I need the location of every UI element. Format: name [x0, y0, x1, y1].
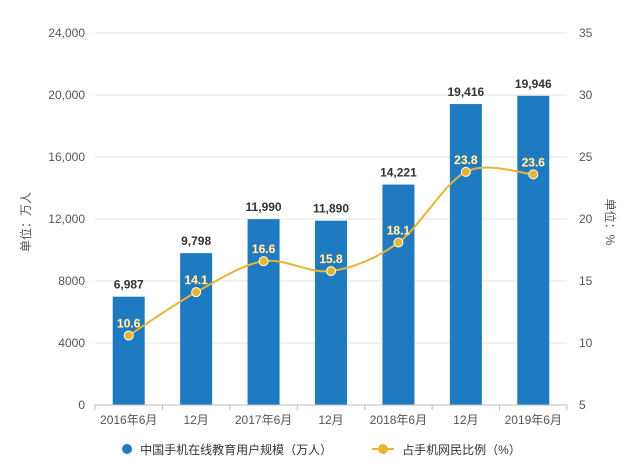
x-tick-label: 2017年6月 [235, 413, 292, 427]
line-value-label: 15.8 [319, 252, 343, 266]
data-labels: 6,987 9,798 11,990 11,890 14,221 19,416 19,946… [114, 77, 552, 331]
legend-swatch-bar [122, 444, 133, 454]
x-tick-label: 2016年6月 [100, 413, 157, 427]
y-left-tick-label: 16,000 [48, 150, 85, 164]
line-value-label: 14.1 [184, 273, 208, 287]
line-point [393, 237, 404, 248]
line-value-label: 10.6 [117, 317, 141, 331]
bar-value-label: 19,946 [515, 77, 552, 91]
x-tick-label: 12月 [453, 413, 478, 427]
bar [315, 220, 347, 405]
bar-value-label: 9,798 [181, 234, 211, 248]
bar-value-label: 14,221 [380, 166, 417, 180]
bar [517, 95, 550, 405]
x-tick-label: 2018年6月 [370, 413, 427, 427]
y-right-tick-label: 15 [579, 274, 593, 288]
line-series [123, 166, 539, 341]
line-point [460, 166, 471, 177]
y-axis-left-label: 单位：万人 [18, 192, 33, 252]
bar [449, 104, 482, 405]
bar-value-label: 19,416 [448, 85, 485, 99]
bar-value-label: 11,990 [246, 200, 282, 214]
y-left-tick-label: 4000 [58, 336, 85, 350]
line-point [258, 256, 269, 267]
legend-item-ratio[interactable]: 占手机网民比例（%） [372, 441, 521, 458]
line-point [191, 287, 202, 298]
bar-series [112, 95, 550, 405]
x-tick-label: 2019年6月 [505, 413, 562, 427]
gridlines [95, 32, 567, 344]
line-point [326, 266, 336, 277]
bar [180, 253, 213, 405]
line-value-label: 23.8 [454, 153, 478, 167]
bar [382, 184, 415, 405]
y-axis-right-label: 单位：% [603, 199, 618, 246]
y-left-tick-label: 24,000 [48, 26, 85, 40]
bar [247, 219, 280, 405]
y-left-tick-label: 8000 [58, 274, 85, 288]
legend: 中国手机在线教育用户规模（万人） 占手机网民比例（%） [0, 437, 643, 461]
line-value-label: 23.6 [522, 155, 546, 169]
y-right-tick-label: 25 [579, 150, 593, 164]
line-point [528, 169, 539, 180]
y-right-tick-label: 20 [579, 212, 593, 226]
x-tick-label: 12月 [318, 413, 343, 427]
y-right-tick-label: 30 [579, 88, 593, 102]
line-value-label: 18.1 [387, 224, 411, 238]
y-left-tick-label: 0 [78, 398, 85, 412]
legend-swatch-line [372, 444, 395, 454]
legend-label-ratio: 占手机网民比例（%） [402, 442, 521, 457]
legend-label-users: 中国手机在线教育用户规模（万人） [140, 442, 333, 457]
bar [112, 296, 145, 405]
y-right-tick-label: 10 [579, 336, 593, 350]
y-right-tick-label: 35 [579, 26, 593, 40]
legend-item-users[interactable]: 中国手机在线教育用户规模（万人） [122, 441, 332, 458]
y-right-tick-label: 5 [579, 398, 586, 412]
axes: 0 5 4000 10 8000 15 12,000 20 16,000 25 20,000 30 24… [48, 26, 592, 427]
y-left-tick-label: 20,000 [48, 88, 85, 102]
line-point [123, 330, 134, 341]
line-value-label: 16.6 [252, 242, 276, 256]
y-left-tick-label: 12,000 [48, 212, 85, 226]
bar-value-label: 6,987 [114, 278, 144, 292]
bar-value-label: 11,890 [313, 202, 349, 216]
x-tick-label: 12月 [183, 413, 208, 427]
